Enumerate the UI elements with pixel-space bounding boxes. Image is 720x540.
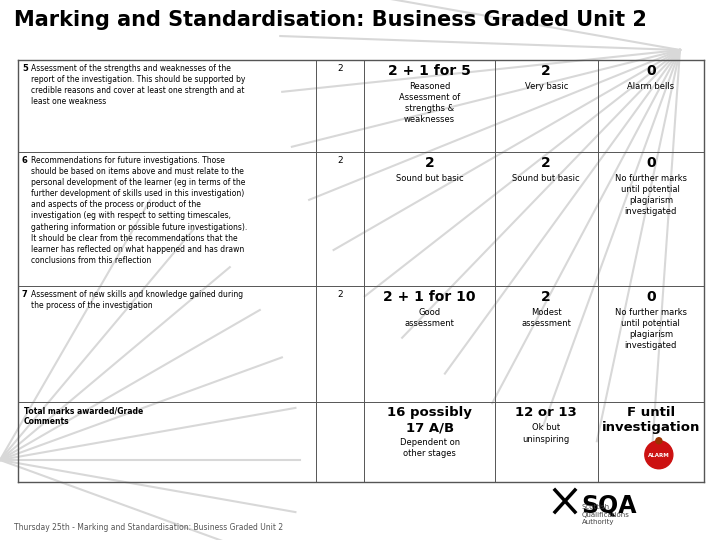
Text: Alarm bells: Alarm bells: [627, 82, 675, 91]
Text: Dependent on
other stages: Dependent on other stages: [400, 438, 459, 458]
Text: 2: 2: [338, 64, 343, 73]
Text: Ok but
uninspiring: Ok but uninspiring: [523, 423, 570, 443]
Circle shape: [645, 441, 672, 469]
Text: Recommendations for future investigations. Those
should be based on items above : Recommendations for future investigation…: [31, 156, 247, 265]
Text: F until
investigation: F until investigation: [602, 406, 700, 434]
Text: Marking and Standardisation: Business Graded Unit 2: Marking and Standardisation: Business Gr…: [14, 10, 647, 30]
Text: 2: 2: [541, 64, 551, 78]
Text: Thursday 25th - Marking and Standardisation: Business Graded Unit 2: Thursday 25th - Marking and Standardisat…: [14, 523, 283, 532]
Text: 0: 0: [646, 290, 656, 304]
Text: 2 + 1 for 5: 2 + 1 for 5: [388, 64, 471, 78]
Text: No further marks
until potential
plagiarism
investigated: No further marks until potential plagiar…: [615, 308, 687, 350]
Text: Reasoned
Assessment of
strengths &
weaknesses: Reasoned Assessment of strengths & weakn…: [399, 82, 460, 124]
Text: Assessment of the strengths and weaknesses of the
report of the investigation. T: Assessment of the strengths and weakness…: [31, 64, 246, 106]
Text: Modest
assessment: Modest assessment: [521, 308, 571, 328]
Text: Sound but basic: Sound but basic: [396, 174, 464, 183]
Text: 2: 2: [541, 156, 551, 170]
Text: 7: 7: [22, 290, 28, 299]
Text: Very basic: Very basic: [525, 82, 568, 91]
Text: ALARM: ALARM: [648, 453, 670, 458]
Text: No further marks
until potential
plagiarism
investigated: No further marks until potential plagiar…: [615, 174, 687, 217]
Text: 2 + 1 for 10: 2 + 1 for 10: [383, 290, 476, 304]
Circle shape: [656, 438, 662, 444]
Text: 6: 6: [22, 156, 28, 165]
Text: SQA: SQA: [581, 494, 636, 518]
Text: 2: 2: [541, 290, 551, 304]
Text: Total marks awarded/Grade
Comments: Total marks awarded/Grade Comments: [24, 406, 143, 427]
Text: 0: 0: [646, 64, 656, 78]
Text: 2: 2: [338, 290, 343, 299]
Text: 0: 0: [646, 156, 656, 170]
Text: Good
assessment: Good assessment: [405, 308, 454, 328]
Text: Sound but basic: Sound but basic: [513, 174, 580, 183]
Text: 5: 5: [22, 64, 28, 73]
Text: 2: 2: [338, 156, 343, 165]
Text: Assessment of new skills and knowledge gained during
the process of the investig: Assessment of new skills and knowledge g…: [31, 290, 243, 310]
Text: Scottish
Qualifications
Authority: Scottish Qualifications Authority: [582, 504, 630, 525]
Text: 2: 2: [425, 156, 434, 170]
Text: 12 or 13: 12 or 13: [516, 406, 577, 419]
Text: 16 possibly
17 A/B: 16 possibly 17 A/B: [387, 406, 472, 434]
